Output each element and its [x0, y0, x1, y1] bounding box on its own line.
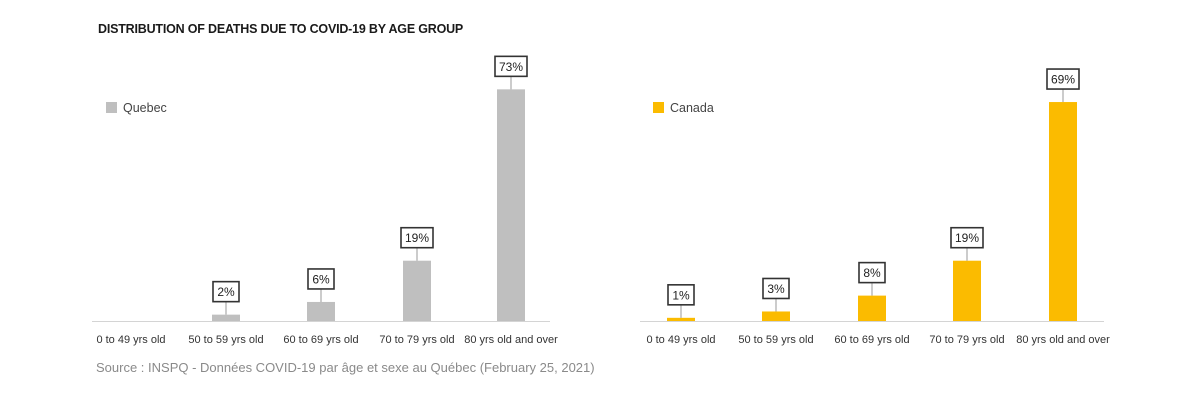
canada-label-box: [858, 261, 886, 284]
canada-data-label: 19%: [955, 231, 979, 245]
canada-tick-label: 50 to 59 yrs old: [738, 334, 813, 346]
canada-tick-label: 70 to 79 yrs old: [929, 334, 1004, 346]
quebec-data-label: 6%: [312, 272, 330, 286]
quebec-legend-swatch: [106, 102, 117, 113]
canada-tick-label: 0 to 49 yrs old: [646, 334, 715, 346]
canada-label-box: [667, 284, 695, 306]
canada-label-box: [1046, 68, 1080, 90]
quebec-data-label: 19%: [405, 231, 429, 245]
quebec-tick-label: 70 to 79 yrs old: [379, 334, 454, 346]
canada-bar: [953, 260, 981, 321]
quebec-label-box: [400, 226, 434, 249]
quebec-bar: [403, 260, 431, 321]
quebec-tick-label: 0 to 49 yrs old: [96, 334, 165, 346]
source-note: Source : INSPQ - Données COVID-19 par âg…: [96, 360, 595, 375]
quebec-tick-label: 60 to 69 yrs old: [283, 334, 358, 346]
quebec-label-box: [494, 55, 528, 78]
chart-title: DISTRIBUTION OF DEATHS DUE TO COVID-19 B…: [98, 22, 464, 36]
canada-data-label: 1%: [672, 288, 690, 302]
canada-tick-label: 60 to 69 yrs old: [834, 334, 909, 346]
canada-bar: [1049, 102, 1077, 321]
canada-data-label: 69%: [1051, 73, 1075, 87]
quebec-bar: [497, 89, 525, 321]
canada-data-label: 8%: [863, 266, 881, 280]
canada-bar: [667, 317, 695, 321]
quebec-data-label: 2%: [217, 285, 235, 299]
quebec-label-box: [307, 268, 335, 290]
canada-label-box: [762, 277, 790, 300]
canada-label-box: [950, 226, 984, 249]
quebec-label-box: [212, 280, 240, 303]
canada-tick-label: 80 yrs old and over: [1016, 334, 1110, 346]
quebec-data-label: 73%: [499, 60, 523, 74]
canada-data-label: 3%: [767, 282, 785, 296]
canada-legend-label: Canada: [670, 101, 714, 115]
quebec-legend-label: Quebec: [123, 101, 167, 115]
canada-legend-swatch: [653, 102, 664, 113]
quebec-tick-label: 80 yrs old and over: [464, 334, 558, 346]
quebec-bar: [212, 314, 240, 321]
quebec-bar: [307, 301, 335, 321]
canada-bar: [858, 295, 886, 321]
canada-bar: [762, 311, 790, 321]
quebec-tick-label: 50 to 59 yrs old: [188, 334, 263, 346]
